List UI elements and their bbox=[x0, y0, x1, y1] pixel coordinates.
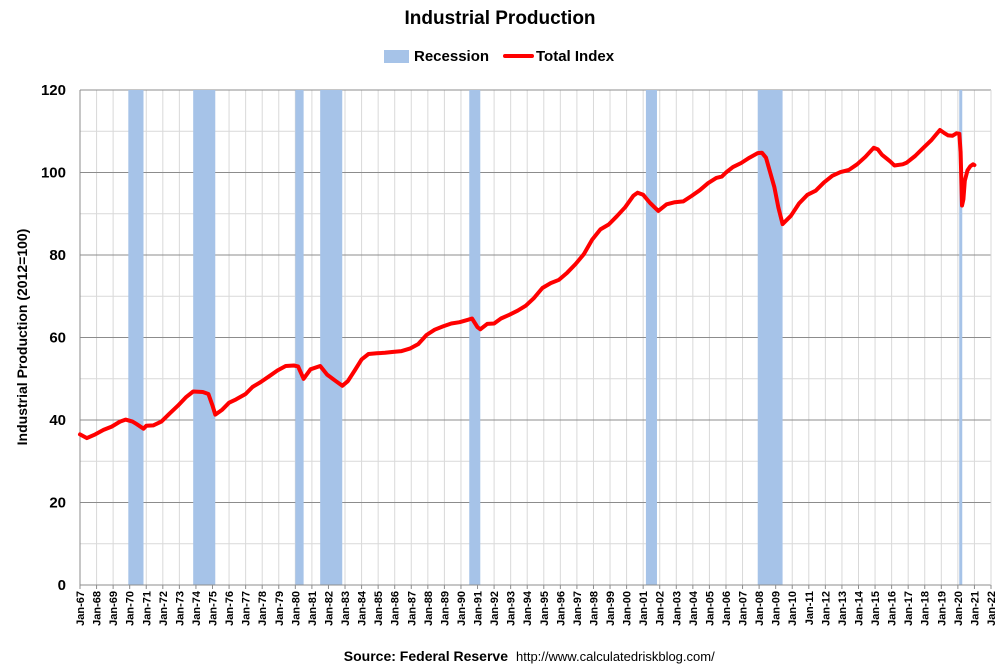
x-tick-label: Jan-73 bbox=[174, 591, 186, 626]
series-layer bbox=[78, 128, 977, 441]
chart-title: Industrial Production bbox=[404, 8, 595, 29]
x-tick-label: Jan-68 bbox=[92, 591, 104, 626]
x-tick-label: Jan-90 bbox=[456, 591, 468, 626]
x-tick-label: Jan-12 bbox=[820, 591, 832, 626]
x-tick-label: Jan-79 bbox=[274, 591, 286, 626]
x-tick-label: Jan-18 bbox=[920, 591, 932, 626]
legend-item-recession: Recession bbox=[384, 48, 489, 65]
x-tick-label: Jan-08 bbox=[754, 591, 766, 626]
x-tick-label: Jan-21 bbox=[969, 591, 981, 626]
x-tick-label: Jan-99 bbox=[605, 591, 617, 626]
y-tick-label: 40 bbox=[49, 412, 66, 429]
x-tick-label: Jan-85 bbox=[373, 591, 385, 626]
legend-label-recession: Recession bbox=[414, 48, 489, 65]
y-tick-label: 100 bbox=[41, 165, 66, 182]
legend-swatch-recession bbox=[384, 50, 409, 63]
x-tick-label: Jan-19 bbox=[936, 591, 948, 626]
y-tick-label: 80 bbox=[49, 247, 66, 264]
x-tick-label: Jan-76 bbox=[224, 591, 236, 626]
x-tick-label: Jan-80 bbox=[290, 591, 302, 626]
x-tick-label: Jan-84 bbox=[357, 590, 369, 626]
x-tick-label: Jan-09 bbox=[771, 591, 783, 626]
y-tick-label: 0 bbox=[58, 577, 66, 594]
x-tick-label: Jan-77 bbox=[241, 591, 253, 626]
y-tick-label: 20 bbox=[49, 495, 66, 512]
x-tick-label: Jan-05 bbox=[704, 591, 716, 626]
y-axis-label: Industrial Production (2012=100) bbox=[14, 229, 30, 446]
x-tick-label: Jan-72 bbox=[158, 591, 170, 626]
legend-label-total-index: Total Index bbox=[536, 48, 615, 65]
recession-band bbox=[645, 90, 657, 585]
x-tick-label: Jan-78 bbox=[257, 591, 269, 626]
x-tick-label: Jan-71 bbox=[141, 591, 153, 626]
x-tick-label: Jan-14 bbox=[854, 590, 866, 626]
x-tick-label: Jan-83 bbox=[340, 591, 352, 626]
x-tick-label: Jan-13 bbox=[837, 591, 849, 626]
x-tick-labels: Jan-67 Jan-68 Jan-69 Jan-70 Jan-71 Jan-72 Jan-… bbox=[75, 585, 998, 626]
x-tick-label: Jan-86 bbox=[390, 591, 402, 626]
x-tick-label: Jan-06 bbox=[721, 591, 733, 626]
x-tick-label: Jan-22 bbox=[986, 591, 998, 626]
x-tick-label: Jan-02 bbox=[655, 591, 667, 626]
x-tick-label: Jan-75 bbox=[208, 591, 220, 626]
recession-band bbox=[295, 90, 304, 585]
recession-band bbox=[757, 90, 783, 585]
x-tick-label: Jan-94 bbox=[522, 590, 534, 626]
source-url: http://www.calculatedriskblog.com/ bbox=[516, 649, 715, 664]
x-tick-label: Jan-88 bbox=[423, 591, 435, 626]
recession-band bbox=[469, 90, 481, 585]
legend: Recession Total Index bbox=[384, 48, 615, 65]
x-tick-label: Jan-07 bbox=[738, 591, 750, 626]
recession-band bbox=[128, 90, 144, 585]
x-tick-label: Jan-74 bbox=[191, 590, 203, 626]
x-tick-label: Jan-16 bbox=[887, 591, 899, 626]
x-tick-label: Jan-81 bbox=[307, 591, 319, 626]
x-tick-label: Jan-03 bbox=[671, 591, 683, 626]
x-tick-label: Jan-96 bbox=[555, 591, 567, 626]
y-tick-labels: 0 20 40 60 80 100 120 bbox=[41, 82, 66, 594]
x-tick-label: Jan-95 bbox=[539, 591, 551, 626]
y-tick-label: 120 bbox=[41, 82, 66, 99]
x-tick-label: Jan-11 bbox=[804, 591, 816, 625]
source-label: Source: Federal Reserve bbox=[344, 648, 508, 664]
x-tick-label: Jan-10 bbox=[787, 591, 799, 626]
x-tick-label: Jan-04 bbox=[688, 590, 700, 626]
legend-item-total-index: Total Index bbox=[503, 48, 615, 65]
x-tick-label: Jan-98 bbox=[589, 591, 601, 626]
x-tick-label: Jan-70 bbox=[125, 591, 137, 626]
x-tick-label: Jan-17 bbox=[903, 591, 915, 626]
x-tick-label: Jan-15 bbox=[870, 591, 882, 626]
recession-band bbox=[193, 90, 216, 585]
y-tick-label: 60 bbox=[49, 330, 66, 347]
series-line-total-index bbox=[78, 128, 977, 441]
x-tick-label: Jan-87 bbox=[406, 591, 418, 626]
x-tick-label: Jan-67 bbox=[75, 591, 87, 626]
x-tick-label: Jan-01 bbox=[638, 591, 650, 626]
x-tick-label: Jan-97 bbox=[572, 591, 584, 626]
y-gridlines bbox=[80, 89, 991, 586]
x-tick-label: Jan-91 bbox=[473, 591, 485, 626]
x-tick-label: Jan-20 bbox=[953, 591, 965, 626]
x-tick-label: Jan-69 bbox=[108, 591, 120, 626]
x-tick-label: Jan-92 bbox=[489, 591, 501, 626]
recession-band bbox=[959, 90, 963, 585]
x-tick-label: Jan-89 bbox=[439, 591, 451, 626]
recession-band bbox=[320, 90, 343, 585]
x-tick-label: Jan-00 bbox=[622, 591, 634, 626]
x-tick-label: Jan-93 bbox=[506, 591, 518, 626]
plot-frame bbox=[79, 90, 992, 586]
x-tick-label: Jan-82 bbox=[324, 591, 336, 626]
